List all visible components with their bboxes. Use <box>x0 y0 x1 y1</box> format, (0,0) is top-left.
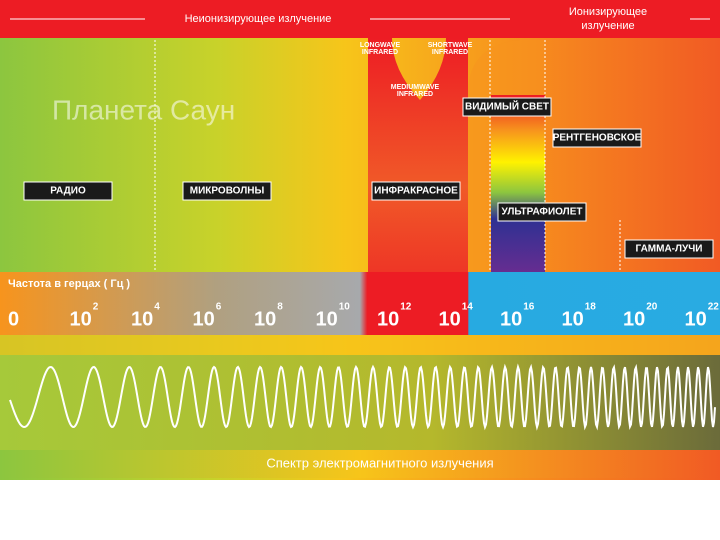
footer-bar <box>0 450 720 478</box>
label-box <box>624 239 714 259</box>
mediumwave-label: MEDIUMWAVE INFRARED <box>390 84 440 98</box>
tick-exponent: 20 <box>646 302 658 313</box>
tick-exponent: 2 <box>93 302 99 313</box>
tick-base: 10 <box>70 308 92 330</box>
band-label: ИНФРАКРАСНОЕ <box>374 186 458 197</box>
tick-base: 10 <box>377 308 399 330</box>
strip <box>0 335 720 355</box>
header-nonionizing: Неионизирующее излучение <box>185 13 332 25</box>
longwave-label: LONGWAVE INFRARED <box>359 42 401 56</box>
watermark: Планета Саун <box>52 94 235 125</box>
header-ionizing-box: Ионизирующее излучение <box>568 6 648 32</box>
tick-exponent: 10 <box>339 302 351 313</box>
tick-base: 0 <box>8 308 19 330</box>
frequency-band <box>0 272 720 335</box>
tick-base: 10 <box>131 308 153 330</box>
label-box <box>182 181 272 201</box>
tick-base: 10 <box>562 308 584 330</box>
label-box <box>371 181 461 201</box>
header-ionizing: Ионизирующее излучение <box>568 6 648 32</box>
band-label: УЛЬТРАФИОЛЕТ <box>502 207 583 218</box>
tick-base: 10 <box>439 308 461 330</box>
tick-exponent: 16 <box>523 302 535 313</box>
band-label: ВИДИМЫЙ СВЕТ <box>465 100 549 113</box>
tick-exponent: 4 <box>154 302 160 313</box>
tick-exponent: 18 <box>585 302 597 313</box>
band-label: РЕНТГЕНОВСКОЕ <box>553 133 642 144</box>
tick-exponent: 12 <box>400 302 412 313</box>
label-box <box>23 181 113 201</box>
tick-exponent: 14 <box>462 302 474 313</box>
label-box <box>497 202 587 222</box>
band-label: РАДИО <box>50 186 86 197</box>
band-label: МИКРОВОЛНЫ <box>190 186 265 197</box>
tick-exponent: 22 <box>708 302 720 313</box>
frequency-title: Частота в герцах ( Гц ) <box>8 278 130 290</box>
band-labels: РАДИО МИКРОВОЛНЫ ИНФРАКРАСНОЕ ВИДИМЫЙ СВ… <box>23 97 714 259</box>
tick-exponent: 8 <box>277 302 283 313</box>
footer-title: Спектр электромагнитного излучения <box>266 455 493 470</box>
tick-base: 10 <box>623 308 645 330</box>
frequency-ticks: 0 102104106108101010121014101610181020102… <box>8 302 719 331</box>
band-label: ГАММА-ЛУЧИ <box>636 244 703 255</box>
tick-base: 10 <box>500 308 522 330</box>
shortwave-label: SHORTWAVE INFRARED <box>427 42 473 56</box>
label-box <box>462 97 552 117</box>
wave <box>9 363 716 431</box>
infrared-sublabels: LONGWAVE INFRARED SHORTWAVE INFRARED MED… <box>359 42 473 98</box>
tick-exponent: 6 <box>216 302 222 313</box>
tick-base: 10 <box>316 308 338 330</box>
tick-base: 10 <box>193 308 215 330</box>
tick-base: 10 <box>254 308 276 330</box>
tick-base: 10 <box>685 308 707 330</box>
visible-spectrum <box>491 95 545 272</box>
label-box <box>552 128 642 148</box>
